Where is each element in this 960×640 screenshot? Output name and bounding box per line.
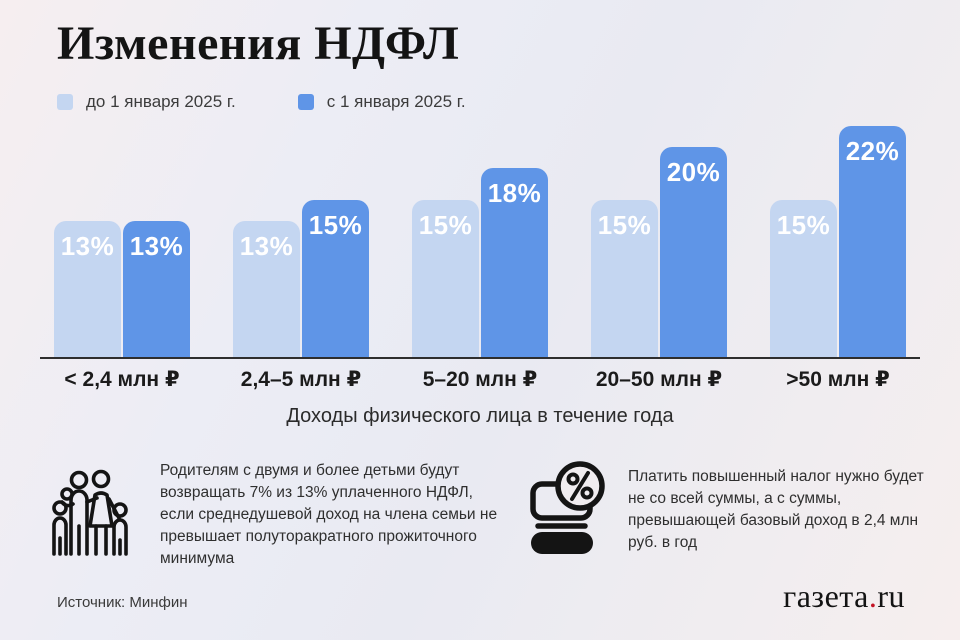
percent-money-stack-icon [528, 460, 606, 559]
x-axis-caption: Доходы физического лица в течение года [286, 405, 674, 427]
bar-after: 20% [660, 147, 727, 357]
bar-value-label: 15% [308, 209, 363, 240]
bar-value-label: 20% [666, 157, 721, 187]
gazeta-ru-logo: газета.ru [783, 578, 905, 615]
family-icon [50, 466, 130, 565]
legend-swatch-before [57, 94, 73, 110]
footnote-tax: Платить повышенный налог нужно будет не … [528, 460, 928, 559]
bar-pair: 13% 13% [54, 220, 190, 357]
bar-value-label: 13% [129, 230, 184, 261]
chart-bars-area: 13% 13% 13% 15% 15% 18% 15% 20% 15% 22% [40, 120, 920, 359]
bar-value-label: 13% [239, 230, 294, 261]
legend-item-before: до 1 января 2025 г. [57, 92, 236, 112]
category-label: >50 млн ₽ [786, 368, 890, 391]
bar-before: 15% [770, 199, 837, 357]
logo-part2: ru [877, 578, 905, 614]
bar-before: 13% [233, 220, 300, 357]
logo-dot: . [868, 578, 878, 614]
legend-swatch-after [297, 94, 314, 110]
footnote-family-text: Родителям с двумя и более детьми будут в… [160, 462, 498, 567]
bar-pair: 13% 15% [233, 199, 369, 357]
bar-after: 18% [481, 168, 548, 357]
bar-value-label: 18% [487, 178, 542, 208]
bar-before: 15% [591, 199, 658, 357]
bar-value-label: 15% [776, 209, 831, 240]
footnote-family: Родителям с двумя и более детьми будут в… [50, 460, 505, 570]
bar-pair: 15% 18% [412, 168, 548, 357]
footnote-tax-text: Платить повышенный налог нужно будет не … [628, 467, 924, 551]
bar-pair: 15% 22% [770, 126, 906, 357]
legend-item-after: с 1 января 2025 г. [297, 92, 466, 112]
page-title: Изменения НДФЛ [57, 17, 460, 70]
bar-value-label: 15% [418, 209, 473, 240]
bar-value-label: 22% [845, 136, 900, 166]
chart-legend: до 1 января 2025 г. с 1 января 2025 г. [57, 92, 466, 112]
category-label: < 2,4 млн ₽ [64, 368, 180, 391]
legend-label-before: до 1 января 2025 г. [86, 92, 236, 111]
chart-category-labels: < 2,4 млн ₽ 2,4–5 млн ₽ 5–20 млн ₽ 20–50 мл… [40, 367, 920, 392]
category-label: 20–50 млн ₽ [595, 368, 723, 391]
bar-value-label: 15% [597, 209, 652, 240]
source-credit: Источник: Минфин [57, 594, 188, 611]
category-label: 5–20 млн ₽ [422, 368, 538, 391]
category-label: 2,4–5 млн ₽ [240, 368, 362, 391]
bar-value-label: 13% [60, 230, 115, 261]
legend-label-after: с 1 января 2025 г. [326, 92, 466, 111]
logo-part1: газета [783, 578, 869, 614]
bar-after: 13% [123, 220, 190, 357]
bar-before: 15% [412, 199, 479, 357]
bar-after: 22% [839, 126, 906, 357]
bar-pair: 15% 20% [591, 147, 727, 357]
bar-chart: 13% 13% 13% 15% 15% 18% 15% 20% 15% 22% < 2,4 млн… [40, 120, 920, 428]
bar-before: 13% [54, 220, 121, 357]
bar-after: 15% [302, 199, 369, 357]
